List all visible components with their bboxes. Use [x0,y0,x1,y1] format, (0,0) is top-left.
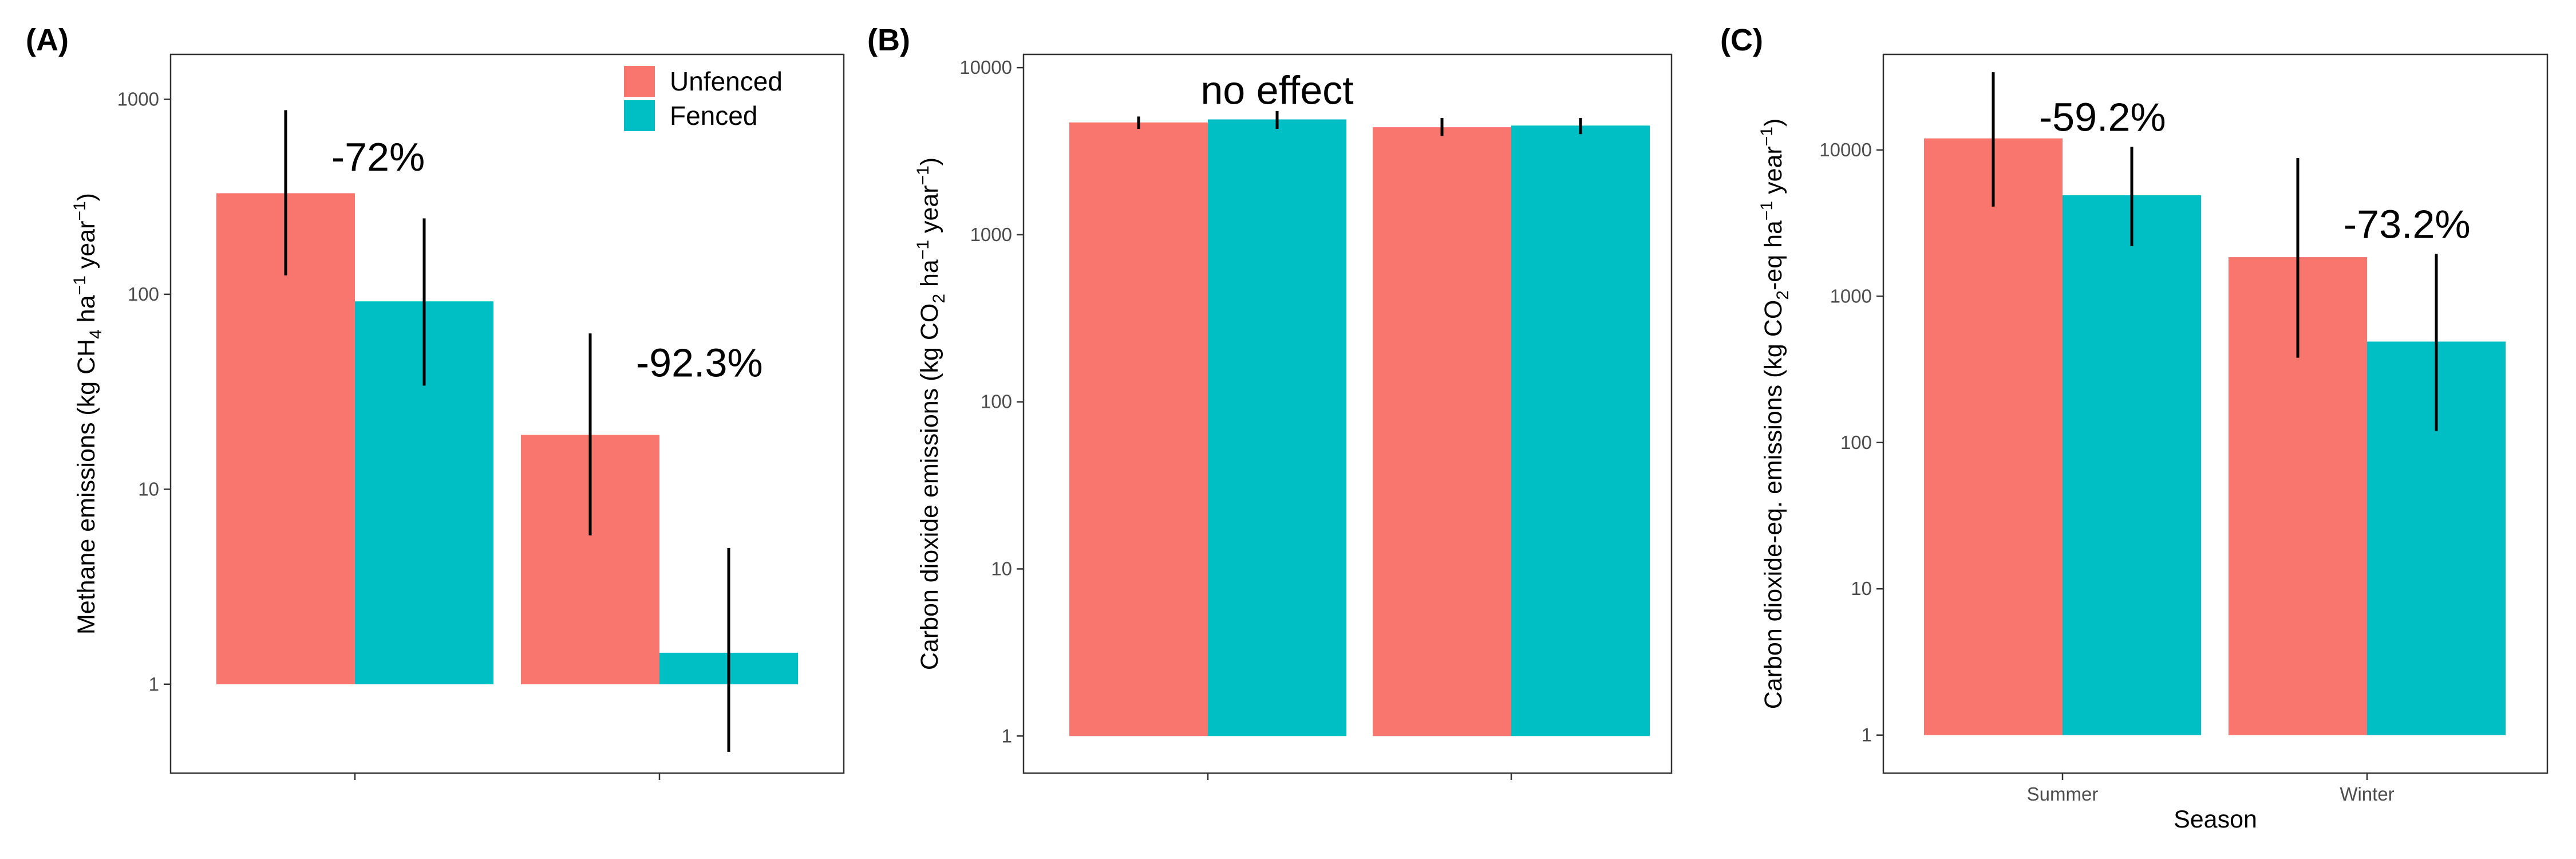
y-axis-title-part: −1 [1757,127,1776,146]
y-axis-title-part: -eq ha [1760,220,1787,290]
y-tick-label: 100 [981,391,1012,412]
plot-frame [169,53,845,774]
y-axis-title-part: ) [916,157,943,166]
y-axis-title-part: −1 [70,201,89,220]
y-axis-title-part: ha [73,295,100,329]
y-axis-title-part: ) [1760,119,1787,127]
x-axis-title: Season [2174,806,2257,833]
y-tick-label: 1 [149,673,159,695]
panel-b: 1 10 100 1000 10000 (B) Carbon dioxide emissio… [867,23,1673,780]
panel-c: 1 10 100 1000 10000 Summer Winter Season (C) Carb… [1720,23,2549,833]
panel-letter: (B) [867,23,910,57]
panel-letter: (A) [26,23,69,57]
y-axis-title-part: −1 [914,240,933,259]
y-tick-label: 10000 [1819,139,1872,160]
legend: Unfenced Fenced [624,66,783,131]
bar-unfenced-1 [1069,122,1208,736]
annotation-label: -59.2% [2039,94,2166,139]
bar-unfenced-1 [1924,138,2063,735]
legend-swatch-fenced [624,100,655,131]
y-axis-title-part: year [1760,146,1787,201]
y-axis-title-part: Methane emissions (kg CH [73,339,100,635]
y-tick-label: 10000 [959,57,1012,78]
y-axis-title-part: Carbon dioxide-eq. emissions (kg CO [1760,300,1787,710]
y-axis-title-part: −1 [914,166,933,185]
y-tick-label: 1000 [970,224,1012,245]
annotation-label: no effect [1200,68,1353,113]
panel-letter: (C) [1720,23,1763,57]
y-axis-title-part: −1 [1757,201,1776,220]
y-tick-label: 1 [1862,724,1872,746]
y-axis-title-part: ) [73,193,100,201]
y-tick-label: 10 [991,558,1012,579]
y-axis-title-part: 2 [930,294,949,304]
y-tick-label: 1000 [1830,285,1872,306]
x-tick-label: Summer [2027,783,2099,805]
y-tick-label: 10 [138,478,159,499]
bar-unfenced-2 [1373,127,1511,736]
y-axis-title: Methane emissions (kg CH4 ha−1 year−1) [70,193,105,635]
legend-label-unfenced: Unfenced [670,66,783,96]
y-tick-label: 1000 [117,88,159,109]
annotation-label: -73.2% [2344,202,2471,247]
y-axis-title-part: year [916,185,943,240]
plot-frame [1882,53,2549,774]
y-axis-title-part: year [73,221,100,276]
y-axis-title-part: 4 [86,329,105,339]
y-tick-label: 10 [1851,578,1872,599]
bar-fenced-2 [1511,125,1650,736]
y-axis-title-part: 2 [1773,290,1792,300]
y-tick-label: 100 [1840,432,1872,453]
y-tick-label: 1 [1002,725,1012,746]
y-axis-title: Carbon dioxide-eq. emissions (kg CO2-eq … [1757,119,1792,710]
annotation-label: -92.3% [636,340,763,385]
y-axis-title-part: ha [916,259,943,294]
y-axis-title: Carbon dioxide emissions (kg CO2 ha−1 ye… [914,157,949,670]
y-tick-label: 100 [128,283,159,305]
y-axis-title-part: −1 [70,275,89,295]
bar-fenced-1 [2063,195,2201,735]
annotation-label: -72% [331,135,425,179]
plot-frame [1022,53,1673,774]
legend-swatch-unfenced [624,66,655,97]
x-tick-label: Winter [2340,783,2394,805]
y-axis-title-part: Carbon dioxide emissions (kg CO [916,304,943,671]
legend-label-fenced: Fenced [670,101,757,131]
bar-fenced-1 [1208,119,1346,736]
panel-a: 1 10 100 1000 (A) Methane emissions (kg CH4 h… [26,23,845,780]
